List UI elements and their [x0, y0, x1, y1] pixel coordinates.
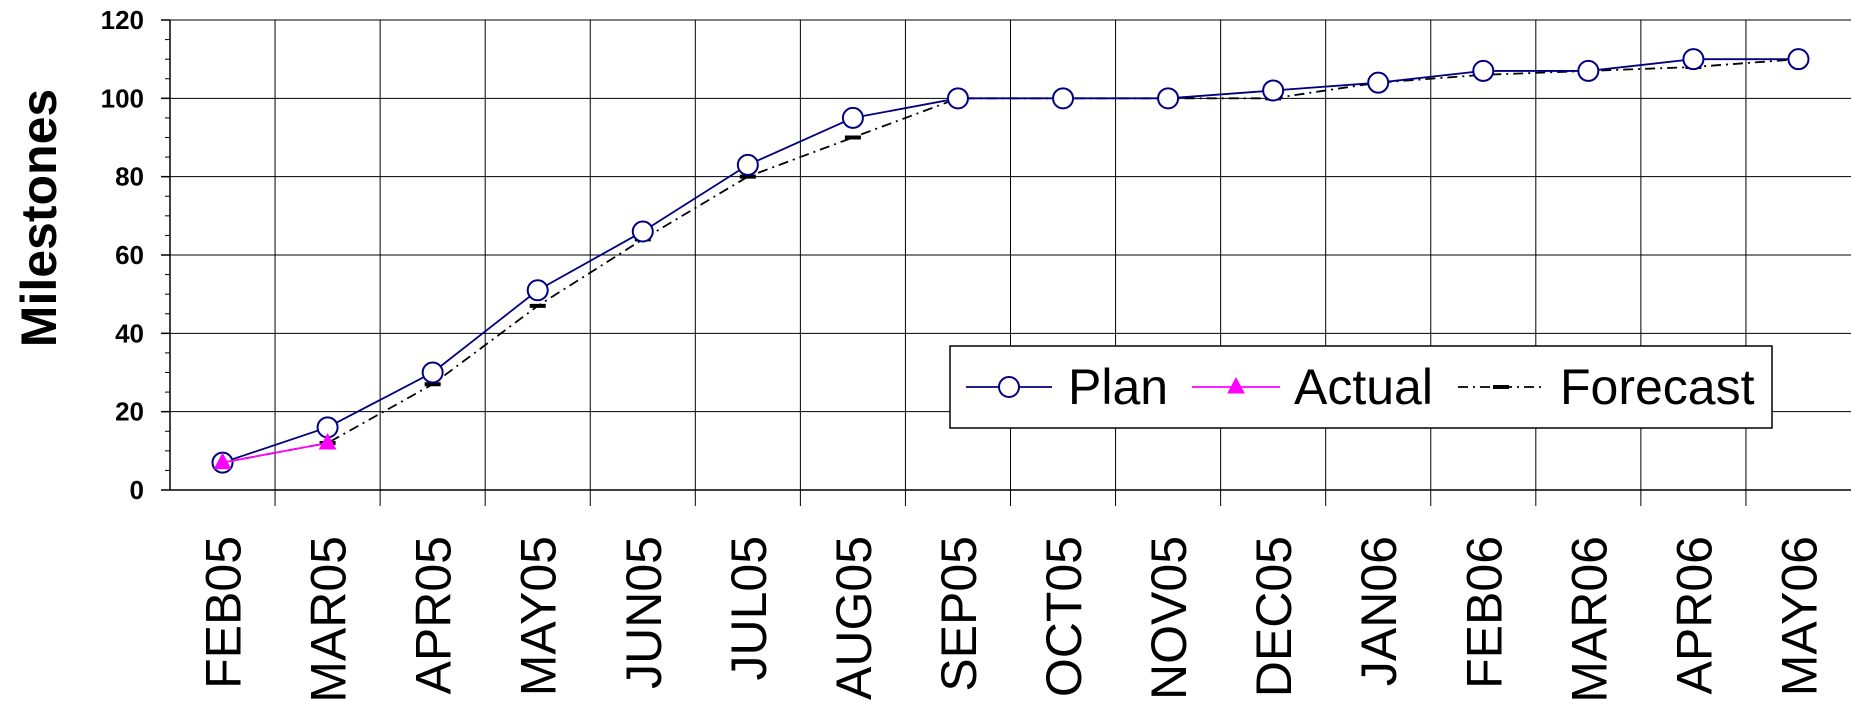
- y-tick-label: 120: [101, 5, 144, 35]
- point-plan: [1472, 59, 1495, 82]
- x-tick-label: SEP05: [931, 536, 987, 692]
- point-plan: [1052, 87, 1075, 110]
- legend-marker-actual: [1227, 376, 1245, 394]
- point-actual: [213, 452, 232, 470]
- x-tick-label: APR06: [1666, 536, 1722, 694]
- x-tick-label: APR05: [406, 536, 462, 694]
- point-plan: [1577, 59, 1600, 82]
- point-actual: [318, 432, 337, 450]
- y-tick-label: 20: [115, 397, 144, 427]
- y-axis-ticks: 0 20 40 60 80 100 120: [101, 5, 170, 505]
- legend-label-plan: Plan: [1068, 359, 1168, 415]
- legend-label-actual: Actual: [1294, 359, 1433, 415]
- legend-box: [949, 345, 1773, 429]
- x-tick-label: JAN06: [1351, 536, 1407, 686]
- point-plan: [1787, 48, 1810, 71]
- axes: [169, 20, 1851, 491]
- point-plan: [421, 361, 444, 384]
- series: [211, 48, 1810, 474]
- x-tick-label: MAY06: [1771, 536, 1827, 696]
- y-tick-label: 40: [115, 318, 144, 348]
- point-plan: [736, 153, 759, 176]
- point-plan: [841, 106, 864, 129]
- point-plan: [946, 87, 969, 110]
- y-axis-label: Milestones: [11, 89, 67, 347]
- point-plan: [631, 220, 654, 243]
- legend-entry-actual: Actual: [1192, 359, 1433, 415]
- point-plan: [1262, 79, 1285, 102]
- point-plan: [526, 279, 549, 302]
- x-axis-ticks: FEB05 MAR05 APR05 MAY05 JUN05 JUL05 AUG05 SEP05…: [196, 490, 1827, 703]
- x-tick-label: JUN05: [616, 536, 672, 689]
- x-tick-label: NOV05: [1141, 536, 1197, 700]
- legend-entry-plan: Plan: [966, 359, 1168, 415]
- x-tick-label: MAR05: [301, 536, 357, 703]
- x-tick-label: FEB05: [196, 536, 252, 689]
- x-tick-label: MAY05: [511, 536, 567, 696]
- y-tick-label: 100: [101, 83, 144, 113]
- x-tick-label: FEB06: [1456, 536, 1512, 689]
- legend: Plan Actual Forecast: [949, 345, 1773, 429]
- legend-marker-plan: [998, 376, 1020, 398]
- x-tick-label: JUL05: [721, 536, 777, 681]
- series-line-actual: [222, 442, 328, 464]
- x-tick-label: OCT05: [1036, 536, 1092, 697]
- y-tick-label: 0: [130, 475, 144, 505]
- y-tick-label: 60: [115, 240, 144, 270]
- x-tick-label: MAR06: [1561, 536, 1617, 703]
- series-line-plan: [222, 58, 1799, 464]
- point-plan: [1157, 87, 1180, 110]
- series-plan: [211, 48, 1810, 474]
- x-tick-label: DEC05: [1246, 536, 1302, 697]
- legend-label-forecast: Forecast: [1560, 359, 1755, 415]
- point-plan: [1367, 71, 1390, 94]
- legend-entry-forecast: Forecast: [1458, 359, 1755, 415]
- y-tick-label: 80: [115, 162, 144, 192]
- series-actual: [213, 432, 337, 470]
- x-tick-label: AUG05: [826, 536, 882, 700]
- point-plan: [1682, 48, 1705, 71]
